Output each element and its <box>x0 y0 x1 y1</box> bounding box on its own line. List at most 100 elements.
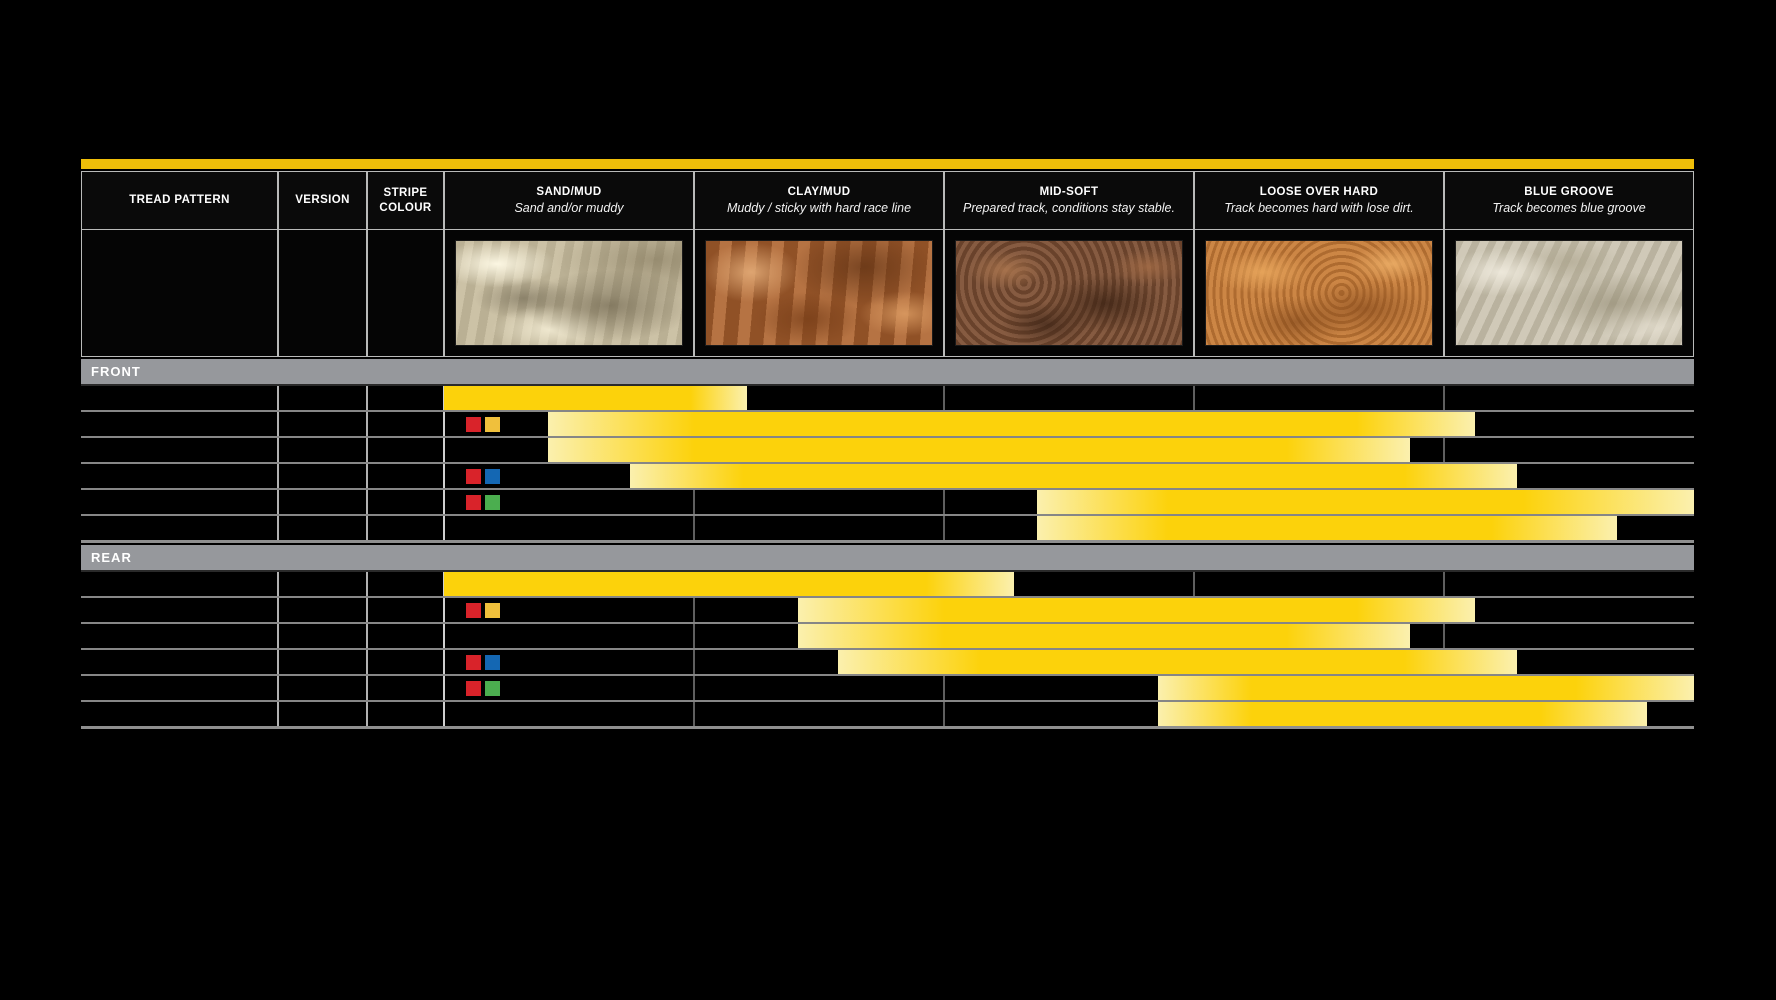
condition-range-area <box>444 438 1694 462</box>
midsoft-texture-image <box>955 240 1183 346</box>
stripe-colour-cell <box>444 676 521 700</box>
condition-range-area <box>444 676 1694 700</box>
stripe-square-red <box>465 494 481 510</box>
tyre-row <box>81 410 1694 436</box>
loose-texture-image <box>1205 240 1433 346</box>
texture-cell-loose <box>1194 230 1444 357</box>
suitability-range-bar <box>547 438 1411 462</box>
section-rows-rear <box>81 570 1694 729</box>
stripe-square-yellow <box>484 602 500 618</box>
suitability-range-bar <box>1157 676 1694 700</box>
section-band-front: FRONT <box>81 359 1694 384</box>
suitability-range-bar <box>1036 516 1617 540</box>
condition-title: SAND/MUD <box>536 185 602 198</box>
tyre-row <box>81 674 1694 700</box>
texture-cell-midsoft <box>944 230 1194 357</box>
col-header-label: TREAD PATTERN <box>129 194 230 207</box>
condition-header-loose: LOOSE OVER HARD Track becomes hard with l… <box>1194 171 1444 230</box>
stripe-colour-cell <box>444 412 521 436</box>
stripe-empty-cell <box>367 230 444 357</box>
tyre-row <box>81 570 1694 596</box>
col-header-label: VERSION <box>295 194 350 207</box>
grid-lines <box>81 386 1694 410</box>
stripe-square-blue <box>484 468 500 484</box>
stripe-square-red <box>465 680 481 696</box>
bluegroove-texture-image <box>1455 240 1683 346</box>
condition-range-area <box>444 386 1694 410</box>
sand-texture-image <box>455 240 683 346</box>
suitability-range-bar <box>630 464 1517 488</box>
col-header-stripe-colour: STRIPE COLOUR <box>367 171 444 230</box>
texture-cell-clay <box>694 230 944 357</box>
section-band-rear: REAR <box>81 545 1694 570</box>
condition-header-bluegroove: BLUE GROOVE Track becomes blue groove <box>1444 171 1694 230</box>
tyre-row <box>81 700 1694 726</box>
condition-range-area <box>444 464 1694 488</box>
condition-range-area <box>444 516 1694 540</box>
condition-subtitle: Prepared track, conditions stay stable. <box>963 200 1175 215</box>
col-header-label: STRIPE COLOUR <box>379 187 432 214</box>
stripe-colour-cell <box>444 598 521 622</box>
condition-title: BLUE GROOVE <box>1524 185 1614 198</box>
tyre-row <box>81 514 1694 540</box>
tyre-condition-chart: TREAD PATTERN VERSION STRIPE COLOUR SAND… <box>81 159 1694 729</box>
tyre-row <box>81 436 1694 462</box>
texture-cell-bluegroove <box>1444 230 1694 357</box>
condition-range-area <box>444 490 1694 514</box>
suitability-range-bar <box>547 412 1476 436</box>
stripe-square-red <box>465 602 481 618</box>
condition-title: LOOSE OVER HARD <box>1259 185 1379 198</box>
col-header-version: VERSION <box>278 171 367 230</box>
texture-row <box>81 230 1694 357</box>
stripe-square-green <box>484 494 500 510</box>
sections-root: FRONT REAR <box>81 359 1694 729</box>
condition-range-area <box>444 412 1694 436</box>
suitability-range-bar <box>837 650 1517 674</box>
stripe-colour-cell <box>444 464 521 488</box>
condition-subtitle: Track becomes blue groove <box>1492 200 1646 215</box>
section-label: REAR <box>91 550 132 565</box>
stripe-square-blue <box>484 654 500 670</box>
tyre-row <box>81 622 1694 648</box>
condition-subtitle: Muddy / sticky with hard race line <box>726 200 912 215</box>
stripe-square-red <box>465 416 481 432</box>
stripe-colour-cell <box>444 490 521 514</box>
condition-title: MID-SOFT <box>1039 185 1099 198</box>
col-header-tread-pattern: TREAD PATTERN <box>81 171 278 230</box>
header-row: TREAD PATTERN VERSION STRIPE COLOUR SAND… <box>81 171 1694 230</box>
accent-bar <box>81 159 1694 169</box>
suitability-range-bar <box>797 598 1476 622</box>
tyre-row <box>81 488 1694 514</box>
suitability-range-bar <box>1157 702 1647 726</box>
stripe-square-yellow <box>484 416 500 432</box>
condition-range-area <box>444 650 1694 674</box>
tread-pattern-empty-cell <box>81 230 278 357</box>
condition-header-midsoft: MID-SOFT Prepared track, conditions stay … <box>944 171 1194 230</box>
condition-range-area <box>444 624 1694 648</box>
texture-cell-sand <box>444 230 694 357</box>
suitability-range-bar <box>1036 490 1694 514</box>
suitability-range-bar <box>444 572 1014 596</box>
condition-header-clay: CLAY/MUD Muddy / sticky with hard race li… <box>694 171 944 230</box>
tyre-row <box>81 462 1694 488</box>
suitability-range-bar <box>444 386 747 410</box>
stripe-square-red <box>465 654 481 670</box>
condition-header-sand: SAND/MUD Sand and/or muddy <box>444 171 694 230</box>
tyre-row <box>81 648 1694 674</box>
condition-range-area <box>444 572 1694 596</box>
section-rows-front <box>81 384 1694 543</box>
suitability-range-bar <box>797 624 1411 648</box>
tyre-row <box>81 384 1694 410</box>
stripe-square-red <box>465 468 481 484</box>
condition-subtitle: Track becomes hard with lose dirt. <box>1224 200 1414 215</box>
clay-texture-image <box>705 240 933 346</box>
condition-subtitle: Sand and/or muddy <box>514 200 624 215</box>
stripe-colour-cell <box>444 650 521 674</box>
condition-range-area <box>444 598 1694 622</box>
condition-range-area <box>444 702 1694 726</box>
tyre-row <box>81 596 1694 622</box>
version-empty-cell <box>278 230 367 357</box>
section-label: FRONT <box>91 364 141 379</box>
condition-title: CLAY/MUD <box>787 185 851 198</box>
stripe-square-green <box>484 680 500 696</box>
